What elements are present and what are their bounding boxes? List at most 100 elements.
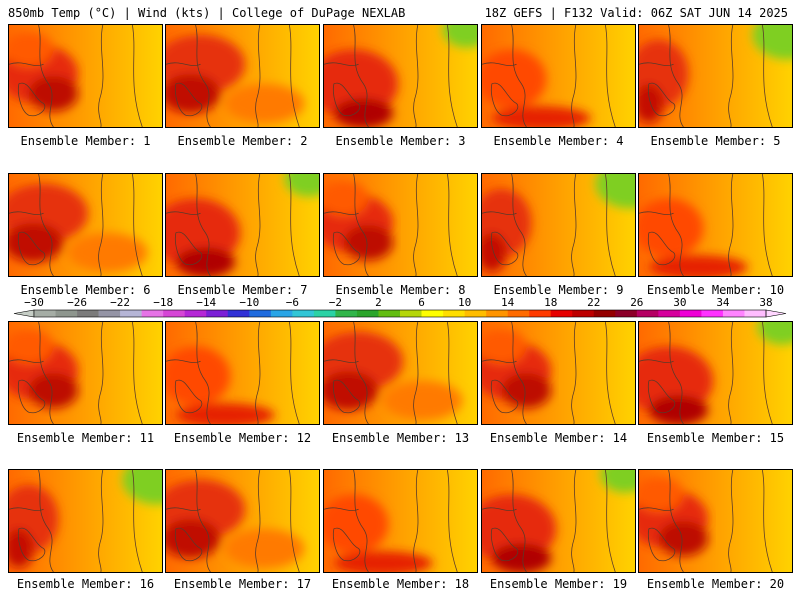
ensemble-member-label: Ensemble Member: 17 bbox=[173, 577, 312, 591]
contour-line bbox=[38, 470, 54, 572]
contour-line bbox=[639, 359, 674, 364]
colorbar-tick-label: 42 bbox=[794, 296, 800, 309]
contour-line bbox=[38, 174, 54, 276]
contour-line bbox=[288, 25, 300, 127]
ensemble-map-panel bbox=[165, 321, 320, 425]
colorbar-swatch bbox=[120, 310, 142, 317]
contour-line bbox=[333, 527, 361, 562]
colorbar-tick-label: 34 bbox=[716, 296, 730, 309]
ensemble-map-panel bbox=[638, 469, 793, 573]
contour-line bbox=[38, 322, 54, 424]
contour-line bbox=[668, 174, 684, 276]
ensemble-map-panel bbox=[481, 173, 636, 277]
contour-line bbox=[639, 62, 674, 67]
ensemble-map-panel bbox=[638, 24, 793, 128]
colorbar-tick-label: 14 bbox=[501, 296, 515, 309]
ensemble-map-panel bbox=[165, 24, 320, 128]
ensemble-member-label: Ensemble Member: 6 bbox=[20, 283, 151, 297]
colorbar-tick-label: −18 bbox=[153, 296, 174, 309]
ensemble-map-panel bbox=[323, 173, 478, 277]
contour-line bbox=[511, 322, 527, 424]
ensemble-member-label: Ensemble Member: 9 bbox=[493, 283, 624, 297]
contour-line bbox=[175, 379, 203, 414]
colorbar-tick-label: −30 bbox=[24, 296, 44, 309]
warm-core bbox=[9, 223, 64, 263]
colorbar-tick-label: 10 bbox=[457, 296, 472, 309]
warm-core bbox=[175, 247, 236, 276]
warm-core bbox=[28, 373, 79, 409]
colorbar-swatch bbox=[464, 310, 487, 317]
contour-line bbox=[446, 470, 458, 572]
colorbar-swatch bbox=[400, 310, 422, 317]
contour-line bbox=[446, 322, 458, 424]
ensemble-map-panel bbox=[8, 173, 163, 277]
contour-line bbox=[18, 82, 46, 117]
contour-line bbox=[9, 359, 44, 364]
contour-line bbox=[604, 322, 616, 424]
ensemble-member-label: Ensemble Member: 14 bbox=[489, 431, 628, 445]
warm-core bbox=[225, 83, 305, 124]
colorbar-swatch bbox=[77, 310, 99, 317]
contour-line bbox=[571, 174, 577, 276]
contour-line bbox=[511, 470, 527, 572]
ensemble-member-label: Ensemble Member: 16 bbox=[16, 577, 155, 591]
warm-core bbox=[639, 198, 704, 258]
ensemble-map-panel bbox=[323, 469, 478, 573]
warm-core bbox=[324, 180, 369, 217]
cool-region bbox=[757, 322, 792, 345]
ensemble-map-panel bbox=[165, 469, 320, 573]
contour-line bbox=[9, 211, 44, 216]
colorbar-swatch bbox=[679, 310, 702, 317]
contour-line bbox=[98, 322, 104, 424]
warm-core bbox=[9, 328, 54, 365]
warm-core bbox=[482, 49, 547, 109]
colorbar-swatch bbox=[744, 310, 767, 317]
colorbar-swatch bbox=[163, 310, 186, 317]
colorbar-swatch bbox=[550, 310, 573, 317]
colorbar-swatch bbox=[593, 310, 616, 317]
contour-line bbox=[413, 470, 419, 572]
colorbar-swatch bbox=[184, 310, 207, 317]
colorbar-tick-label: −6 bbox=[285, 296, 299, 309]
contour-line bbox=[413, 25, 419, 127]
contour-line bbox=[353, 322, 369, 424]
colorbar-tick-label: −22 bbox=[110, 296, 131, 309]
warm-core bbox=[166, 519, 221, 559]
contour-line bbox=[9, 507, 44, 512]
warm-core bbox=[175, 403, 275, 424]
contour-line bbox=[353, 25, 369, 127]
contour-line bbox=[668, 322, 684, 424]
warm-core bbox=[482, 232, 507, 273]
contour-line bbox=[131, 25, 143, 127]
colorbar-low-arrow bbox=[13, 309, 35, 318]
ensemble-map-panel bbox=[323, 321, 478, 425]
colorbar-tick-label: 6 bbox=[418, 296, 425, 309]
contour-line bbox=[639, 507, 674, 512]
ensemble-member-label: Ensemble Member: 2 bbox=[177, 134, 308, 148]
ensemble-member-label: Ensemble Member: 12 bbox=[173, 431, 312, 445]
contour-line bbox=[195, 470, 211, 572]
contour-line bbox=[482, 211, 517, 216]
contour-line bbox=[446, 174, 458, 276]
warm-core bbox=[166, 346, 231, 406]
colorbar-swatch bbox=[141, 310, 164, 317]
warm-core bbox=[501, 373, 552, 409]
contour-line bbox=[648, 379, 676, 414]
colorbar-swatch bbox=[313, 310, 336, 317]
contour-line bbox=[648, 527, 676, 562]
ensemble-member-label: Ensemble Member: 1 bbox=[20, 134, 151, 148]
contour-line bbox=[639, 211, 674, 216]
ensemble-map-panel bbox=[8, 469, 163, 573]
ensemble-member-label: Ensemble Member: 4 bbox=[493, 134, 624, 148]
ensemble-map-panel bbox=[165, 173, 320, 277]
cool-region bbox=[122, 470, 162, 505]
warm-core bbox=[639, 83, 664, 124]
colorbar-swatch bbox=[443, 310, 465, 317]
contour-line bbox=[255, 322, 261, 424]
contour-line bbox=[38, 25, 54, 127]
contour-line bbox=[166, 507, 201, 512]
contour-line bbox=[413, 322, 419, 424]
contour-line bbox=[353, 470, 369, 572]
warm-core bbox=[639, 476, 684, 513]
warm-core bbox=[9, 528, 34, 569]
